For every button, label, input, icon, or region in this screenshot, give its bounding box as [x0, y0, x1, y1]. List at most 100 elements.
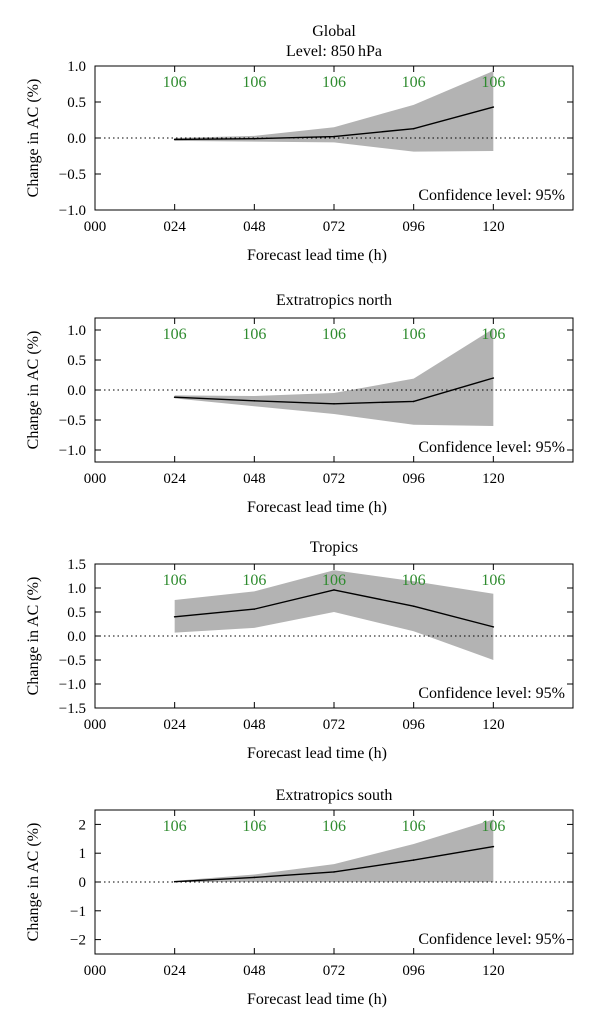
x-tick-label: 000	[84, 963, 107, 979]
x-axis-label: Forecast lead time (h)	[247, 247, 387, 264]
x-tick-label: 072	[323, 219, 346, 235]
mean-point-120	[492, 626, 495, 628]
y-axis-label: Change in AC (%)	[25, 331, 42, 450]
mean-point-120	[492, 106, 495, 108]
sample-count-label: 106	[402, 74, 426, 91]
x-tick-label: 120	[482, 963, 505, 979]
y-tick-label: 1	[79, 846, 87, 862]
x-tick-label: 096	[402, 717, 425, 733]
y-tick-label: 1.5	[67, 557, 86, 573]
sample-count-label: 106	[481, 818, 505, 835]
x-tick-label: 048	[243, 219, 266, 235]
x-tick-label: 024	[163, 963, 186, 979]
y-tick-label: 0.5	[67, 95, 86, 111]
chart-subtitle: Level: 850 hPa	[286, 43, 382, 60]
x-tick-label: 024	[163, 717, 186, 733]
chart-title: Extratropics north	[276, 292, 392, 309]
x-tick-label: 024	[163, 471, 186, 487]
mean-point-048	[253, 608, 256, 610]
mean-point-024	[173, 396, 176, 399]
y-tick-label: 0.0	[67, 131, 86, 147]
mean-point-048	[253, 400, 256, 402]
sample-count-label: 106	[242, 572, 266, 589]
x-axis-label: Forecast lead time (h)	[247, 991, 387, 1008]
y-tick-label: 0	[79, 875, 87, 891]
mean-point-096	[412, 400, 415, 403]
sample-count-label: 106	[402, 818, 426, 835]
y-tick-label: −1.0	[59, 677, 86, 693]
x-tick-label: 048	[243, 717, 266, 733]
x-tick-label: 096	[402, 471, 425, 487]
mean-point-096	[412, 127, 415, 130]
y-tick-label: 1.0	[67, 59, 86, 75]
y-tick-label: −1.0	[59, 203, 86, 219]
mean-point-024	[173, 616, 176, 618]
confidence-label: Confidence level: 95%	[418, 439, 565, 456]
confidence-band	[174, 328, 494, 426]
confidence-band	[174, 570, 494, 660]
x-tick-label: 096	[402, 963, 425, 979]
x-tick-label: 048	[243, 963, 266, 979]
chart-panel-2: Extratropics north 000 024 048 072 096 120 −1.0…	[25, 292, 574, 516]
chart-title: Extratropics south	[276, 787, 393, 804]
mean-point-120	[492, 377, 495, 379]
y-axis-label: Change in AC (%)	[25, 823, 42, 942]
mean-point-120	[492, 845, 495, 848]
x-tick-label: 096	[402, 219, 425, 235]
sample-count-label: 106	[481, 572, 505, 589]
x-axis-label: Forecast lead time (h)	[247, 745, 387, 762]
y-tick-label: 2	[79, 817, 87, 833]
mean-point-048	[253, 137, 256, 140]
x-axis-label: Forecast lead time (h)	[247, 499, 387, 516]
y-tick-label: −0.5	[59, 167, 86, 183]
confidence-label: Confidence level: 95%	[418, 187, 565, 204]
y-tick-label: 0.0	[67, 383, 86, 399]
y-tick-label: −0.5	[59, 653, 86, 669]
sample-count-label: 106	[322, 572, 346, 589]
sample-count-label: 106	[163, 326, 187, 343]
sample-count-label: 106	[322, 326, 346, 343]
x-tick-label: 120	[482, 471, 505, 487]
x-tick-label: 072	[323, 717, 346, 733]
chart-title: Global	[312, 23, 356, 40]
sample-count-label: 106	[163, 818, 187, 835]
mean-point-072	[333, 871, 335, 873]
sample-count-label: 106	[242, 74, 266, 91]
sample-count-label: 106	[163, 74, 187, 91]
x-tick-label: 120	[482, 219, 505, 235]
mean-point-024	[173, 880, 176, 883]
mean-point-096	[412, 605, 415, 608]
y-axis-label: Change in AC (%)	[25, 79, 42, 198]
sample-count-label: 106	[322, 818, 346, 835]
y-tick-label: −0.5	[59, 413, 86, 429]
chart-title: Tropics	[310, 539, 358, 556]
x-tick-label: 000	[84, 219, 107, 235]
y-tick-label: 0.0	[67, 629, 86, 645]
x-tick-label: 072	[323, 963, 346, 979]
mean-point-072	[333, 589, 335, 591]
sample-count-label: 106	[402, 572, 426, 589]
sample-count-label: 106	[242, 818, 266, 835]
sample-count-label: 106	[402, 326, 426, 343]
sample-count-label: 106	[163, 572, 187, 589]
y-tick-label: 1.0	[67, 323, 86, 339]
x-tick-label: 024	[163, 219, 186, 235]
chart-panel-3: Tropics 000 024 048 072 096 120 −1.5 −1.0 −0.5 0.0…	[25, 539, 574, 762]
x-tick-label: 120	[482, 717, 505, 733]
x-tick-label: 048	[243, 471, 266, 487]
y-tick-label: −1.5	[59, 701, 86, 717]
confidence-band	[174, 71, 494, 152]
mean-point-024	[173, 138, 176, 141]
mean-point-048	[253, 876, 256, 879]
chart-panel-1: Global Level: 850 hPa 000 024 048 072 096 120 −1…	[25, 23, 574, 264]
confidence-label: Confidence level: 95%	[418, 685, 565, 702]
x-tick-label: 000	[84, 471, 107, 487]
y-tick-label: −2	[70, 933, 86, 949]
y-tick-label: 0.5	[67, 605, 86, 621]
sample-count-label: 106	[481, 74, 505, 91]
x-tick-label: 000	[84, 717, 107, 733]
y-tick-label: −1	[70, 904, 86, 920]
y-tick-label: 1.0	[67, 581, 86, 597]
